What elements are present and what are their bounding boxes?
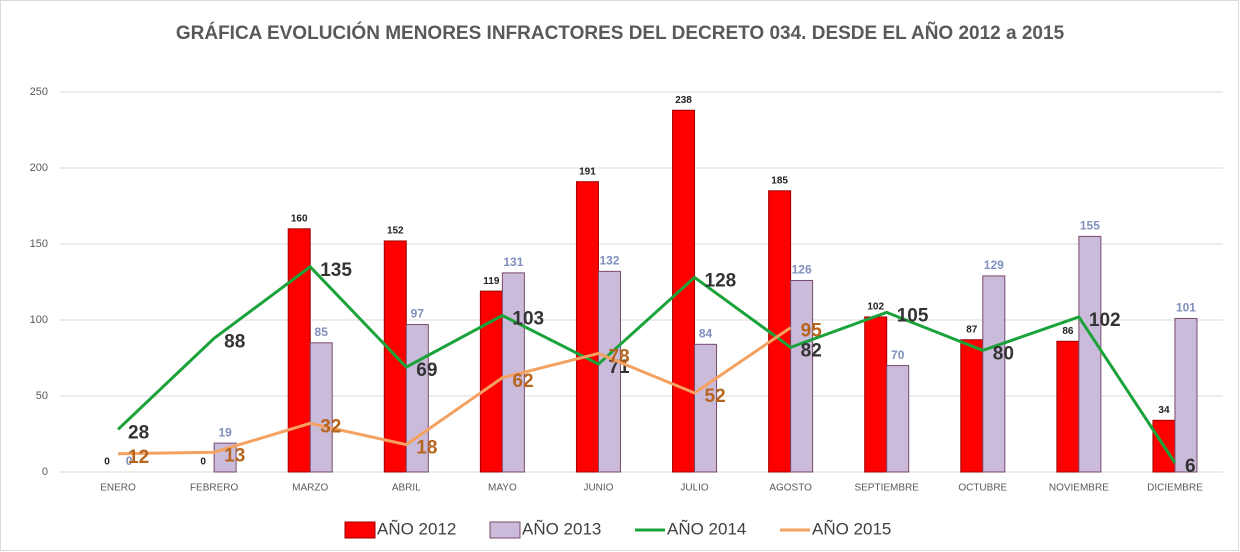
data-label: 19 bbox=[218, 425, 232, 439]
legend-label: AÑO 2014 bbox=[667, 519, 746, 538]
legend-label: AÑO 2013 bbox=[522, 519, 601, 538]
data-label: 131 bbox=[503, 255, 523, 269]
x-tick-label: AGOSTO bbox=[769, 483, 812, 494]
data-label: 12 bbox=[128, 447, 149, 468]
bar bbox=[1056, 340, 1080, 473]
y-tick-label: 250 bbox=[30, 86, 48, 98]
y-tick-label: 50 bbox=[36, 390, 48, 402]
data-label: 87 bbox=[966, 324, 978, 335]
x-tick-label: MARZO bbox=[292, 483, 328, 494]
data-label: 52 bbox=[705, 386, 726, 407]
bar bbox=[287, 228, 311, 473]
x-tick-label: DICIEMBRE bbox=[1147, 483, 1203, 494]
legend-label: AÑO 2012 bbox=[377, 519, 456, 538]
data-label: 84 bbox=[699, 326, 713, 340]
x-tick-label: NOVIEMBRE bbox=[1049, 483, 1109, 494]
chart-title: GRÁFICA EVOLUCIÓN MENORES INFRACTORES DE… bbox=[176, 22, 1065, 44]
x-tick-label: SEPTIEMBRE bbox=[854, 483, 919, 494]
data-label: 126 bbox=[792, 263, 812, 277]
data-label: 85 bbox=[315, 325, 329, 339]
legend-swatch bbox=[489, 521, 521, 539]
data-label: 135 bbox=[320, 260, 352, 281]
data-label: 160 bbox=[291, 213, 308, 224]
bar bbox=[790, 279, 814, 473]
data-label: 82 bbox=[801, 340, 822, 361]
line bbox=[118, 326, 792, 456]
y-tick-label: 150 bbox=[30, 238, 48, 250]
data-label: 80 bbox=[993, 343, 1014, 364]
data-label: 103 bbox=[512, 308, 544, 329]
bar bbox=[1174, 317, 1198, 473]
bar bbox=[886, 365, 910, 473]
data-label: 88 bbox=[224, 331, 245, 352]
data-label: 32 bbox=[320, 416, 341, 437]
x-tick-label: JULIO bbox=[680, 483, 709, 494]
data-label: 155 bbox=[1080, 219, 1100, 233]
bar bbox=[960, 339, 984, 473]
data-label: 28 bbox=[128, 422, 149, 443]
bar bbox=[694, 343, 718, 473]
x-tick-label: ENERO bbox=[100, 483, 136, 494]
data-label: 238 bbox=[675, 95, 692, 106]
data-label: 18 bbox=[416, 438, 437, 459]
data-label: 0 bbox=[126, 454, 133, 468]
legend-swatch bbox=[344, 521, 376, 539]
y-tick-label: 100 bbox=[30, 314, 48, 326]
data-label: 69 bbox=[416, 360, 437, 381]
data-label: 132 bbox=[599, 254, 619, 268]
data-label: 105 bbox=[897, 305, 929, 326]
x-tick-label: OCTUBRE bbox=[958, 483, 1007, 494]
data-label: 97 bbox=[411, 307, 425, 321]
data-label: 0 bbox=[200, 457, 206, 468]
bar bbox=[309, 342, 333, 473]
data-label: 0 bbox=[104, 457, 110, 468]
data-label: 78 bbox=[608, 346, 629, 367]
data-label: 185 bbox=[771, 175, 788, 186]
data-label: 102 bbox=[1089, 310, 1121, 331]
x-tick-label: FEBRERO bbox=[190, 483, 239, 494]
data-label: 101 bbox=[1176, 301, 1196, 315]
legend-label: AÑO 2015 bbox=[812, 519, 891, 538]
y-tick-label: 200 bbox=[30, 162, 48, 174]
data-label: 152 bbox=[387, 226, 404, 237]
bar bbox=[405, 324, 429, 473]
bar bbox=[1078, 235, 1102, 473]
data-label: 128 bbox=[705, 270, 737, 291]
data-label: 119 bbox=[483, 276, 500, 287]
data-label: 13 bbox=[224, 445, 245, 466]
data-label: 95 bbox=[801, 321, 823, 342]
bar bbox=[982, 275, 1006, 473]
x-tick-label: ABRIL bbox=[392, 483, 421, 494]
data-label: 129 bbox=[984, 258, 1004, 272]
x-tick-label: MAYO bbox=[488, 483, 517, 494]
x-tick-label: JUNIO bbox=[583, 483, 613, 494]
data-label: 86 bbox=[1062, 326, 1074, 337]
data-label: 70 bbox=[891, 348, 905, 362]
bar bbox=[575, 181, 599, 473]
data-label: 34 bbox=[1158, 405, 1170, 416]
data-label: 6 bbox=[1185, 456, 1196, 477]
data-label: 191 bbox=[579, 166, 596, 177]
data-label: 71 bbox=[608, 357, 630, 378]
y-tick-label: 0 bbox=[42, 466, 48, 478]
bar bbox=[672, 109, 696, 473]
bar bbox=[864, 316, 888, 473]
bar bbox=[597, 270, 621, 473]
line bbox=[117, 264, 1177, 464]
data-label: 102 bbox=[867, 302, 884, 313]
data-label: 62 bbox=[512, 371, 533, 392]
